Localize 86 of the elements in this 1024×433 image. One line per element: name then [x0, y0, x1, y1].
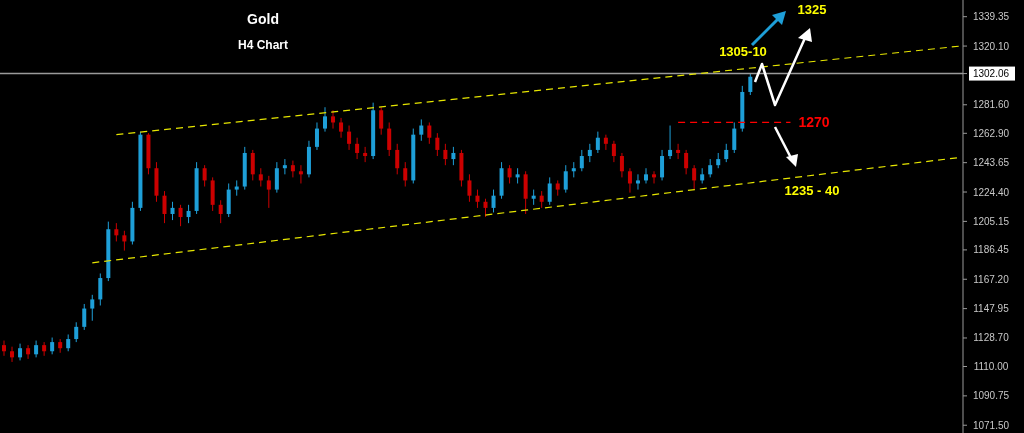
candlestick: [547, 176, 552, 206]
candlestick: [611, 140, 616, 163]
candlestick: [668, 125, 673, 160]
candlestick: [355, 137, 360, 160]
candlestick: [162, 190, 167, 224]
y-tick-label: 1167.20: [973, 273, 1010, 285]
text: Gold: [247, 11, 279, 27]
candlestick: [435, 132, 440, 157]
candlestick: [298, 164, 303, 184]
candlestick: [635, 173, 640, 191]
candlestick: [202, 164, 207, 188]
series-label: 1270: [798, 114, 830, 131]
candlestick: [652, 170, 657, 184]
candlestick: [274, 161, 279, 194]
candlestick: [290, 160, 295, 178]
candlestick: [90, 294, 95, 322]
candlestick: [483, 198, 488, 218]
candlestick: [347, 125, 352, 151]
candlestick: [186, 204, 191, 224]
y-tick-label: 1071.50: [972, 419, 1010, 431]
candlestick: [218, 199, 223, 224]
candlestick: [579, 149, 584, 172]
y-tick-label: 1320.10: [972, 40, 1010, 52]
candlestick: [387, 121, 392, 157]
candlestick: [42, 341, 47, 357]
candlestick: [26, 344, 31, 360]
y-tick-label: 1224.40: [972, 186, 1010, 198]
candlestick: [507, 164, 512, 184]
candlestick: [595, 131, 600, 154]
y-tick-label: 1205.15: [972, 215, 1010, 227]
candlestick: [170, 201, 175, 221]
candlestick: [451, 146, 456, 166]
y-tick-label: 1110.00: [973, 361, 1009, 372]
candlestick: [427, 121, 432, 145]
candlestick: [692, 164, 697, 191]
candlestick: [266, 175, 271, 209]
candlestick: [748, 73, 753, 96]
candlestick: [708, 158, 713, 178]
candlestick: [363, 146, 368, 163]
candlestick: [475, 189, 480, 209]
y-tick-label: 1339.35: [972, 11, 1010, 23]
candlestick: [82, 303, 87, 331]
y-tick-label: 1262.90: [972, 127, 1010, 139]
candlestick: [379, 106, 384, 136]
candlestick: [178, 204, 183, 227]
candlestick: [98, 272, 103, 306]
y-tick-label: 1147.95: [973, 303, 1010, 315]
y-tick-label: 1281.60: [972, 99, 1010, 111]
candlestick: [491, 189, 496, 213]
candlestick: [419, 118, 424, 142]
y-tick-label: 1302.06: [972, 68, 1010, 80]
candlestick: [619, 152, 624, 178]
annotation: 1325: [797, 2, 827, 17]
candlestick: [676, 143, 681, 160]
candlestick: [323, 106, 327, 133]
candlestick: [250, 149, 255, 181]
candlestick: [587, 143, 592, 163]
y-tick-label: 1186.45: [973, 244, 1010, 256]
candlestick: [339, 117, 344, 139]
candlestick: [644, 167, 648, 184]
annotation: 1235 - 40: [784, 183, 840, 198]
y-tick-label: 1243.65: [972, 157, 1010, 169]
candlestick: [563, 164, 568, 194]
candlestick: [2, 340, 6, 357]
candlestick: [660, 149, 665, 181]
y-tick-label: 1090.75: [972, 390, 1010, 402]
candlestick: [732, 121, 737, 154]
candlestick: [603, 134, 608, 151]
y-tick-label: 1128.70: [973, 332, 1010, 344]
candlestick: [258, 167, 263, 188]
text: H4 Chart: [237, 38, 289, 52]
candlestick: [331, 109, 336, 130]
candlestick: [314, 121, 319, 151]
candlestick: [74, 321, 79, 343]
candlestick: [10, 346, 15, 363]
candlestick: [627, 167, 632, 194]
candlestick: [467, 173, 472, 203]
candlestick: [724, 143, 729, 163]
candlestick: [282, 158, 287, 175]
annotation: 1305-10: [719, 44, 767, 59]
candlestick: [395, 143, 400, 175]
candlestick: [443, 143, 448, 166]
candlestick: [114, 222, 119, 242]
candlestick: [122, 230, 127, 252]
candlestick: [684, 149, 689, 175]
candlestick: [403, 161, 408, 188]
